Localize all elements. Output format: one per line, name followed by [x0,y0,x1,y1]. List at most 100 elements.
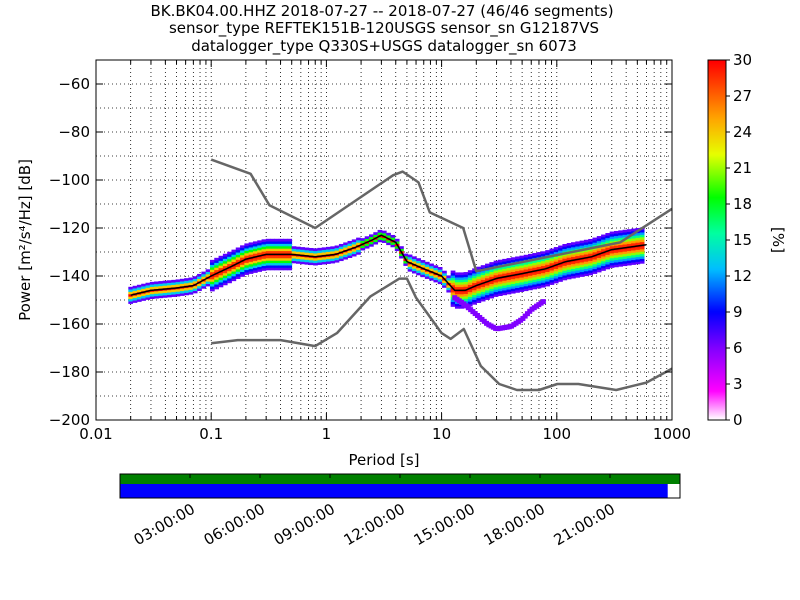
heatmap-cell [283,260,288,264]
heatmap-cell [639,239,645,243]
noise-model-high [210,158,673,273]
colorbar-segment [708,148,726,151]
heatmap-cell [437,271,443,275]
colorbar-segment [708,170,726,173]
heatmap-cell [476,271,482,275]
heatmap-cell [553,256,559,260]
heatmap-cell [454,291,460,295]
heatmap-cell [313,253,318,256]
heatmap-cell [506,270,512,273]
heatmap-cell [244,264,250,268]
colorbar-segment [708,184,726,187]
heatmap-cell [579,250,585,253]
heatmap-cell [343,256,348,260]
heatmap-cell [523,269,529,272]
heatmap-cell [609,253,615,256]
colorbar-segment [708,314,726,317]
heatmap-cell [536,254,542,258]
colorbar-segment [708,324,726,327]
colorbar-segment [708,226,726,229]
heatmap-cell [575,267,581,271]
heatmap-cell [248,271,254,274]
heatmap-cell [394,241,400,244]
heatmap-cell [571,246,576,250]
heatmap-cell [609,250,615,254]
colorbar-segment [708,162,726,165]
heatmap-cell [622,256,628,259]
heatmap-cell [291,251,297,254]
colorbar-segment [708,84,726,87]
heatmap-cell [300,251,305,255]
heatmap-cell [403,263,409,266]
heatmap-cell [613,238,619,241]
heatmap-cell [549,274,555,278]
heatmap-cell [265,260,271,264]
heatmap-cell [209,283,215,287]
heatmap-cell [575,255,581,259]
heatmap-cell [132,295,138,299]
heatmap-cell [317,247,323,251]
heatmap-cell [317,250,323,253]
plot-frame [95,59,673,421]
heatmap-cell [265,250,271,254]
heatmap-cell [128,294,134,297]
heatmap-cell [476,276,482,279]
heatmap-cell [287,267,293,271]
heatmap-cell [227,280,232,284]
colorbar-segment [708,392,726,395]
heatmap-cell [248,266,254,270]
heatmap-cell [411,268,417,272]
x-tick-label: 0.1 [199,425,223,443]
heatmap-cell [489,271,495,275]
timeline-bar-coverage [120,484,668,498]
heatmap-cell [635,232,641,236]
heatmap-cell [218,255,224,259]
heatmap-cell [278,243,284,247]
heatmap-cell [265,248,271,252]
colorbar-tick-label: 12 [733,267,752,285]
heatmap-cell [270,258,275,261]
heatmap-cell [214,281,220,285]
heatmap-cell [381,233,387,236]
heatmap-cell [381,240,387,243]
heatmap-cell [248,268,254,272]
heatmap-cell [510,288,516,292]
heatmap-cell [274,241,280,244]
heatmap-cell [558,257,563,261]
colorbar-segment [708,402,726,405]
heatmap-cell [295,249,301,252]
heatmap-cell [240,247,245,251]
heatmap-cell [184,282,189,286]
heatmap-cell [240,252,245,256]
heatmap-cell [304,261,310,265]
heatmap-cell [407,268,413,272]
heatmap-cell [571,256,576,260]
heatmap-cell [209,264,215,268]
y-tick-label: −160 [49,315,90,333]
heatmap-cell [459,274,464,278]
heatmap-cell [257,245,262,248]
colorbar-segment [708,262,726,265]
heatmap-cell [218,274,224,278]
heatmap-cell [562,248,568,252]
heatmap-cell [218,279,224,283]
colorbar-segment [708,390,726,393]
heatmap-cell [613,254,619,258]
heatmap-cell [252,262,258,266]
heatmap-cell [463,272,469,275]
heatmap-cell [459,277,464,280]
heatmap-cell [248,259,254,262]
colorbar-tick-label: 9 [733,303,743,321]
heatmap-cell [639,241,645,245]
heatmap-cell [128,298,134,302]
heatmap-cell [558,274,563,278]
heatmap-cell [162,283,168,286]
heatmap-cell [618,249,624,253]
colorbar-segment [708,302,726,305]
heatmap-cell [364,238,370,242]
heatmap-cell [257,249,262,253]
heatmap-cell [575,262,581,266]
heatmap-cell [618,251,624,255]
heatmap-cell [222,277,228,281]
heatmap-cell [553,273,559,277]
